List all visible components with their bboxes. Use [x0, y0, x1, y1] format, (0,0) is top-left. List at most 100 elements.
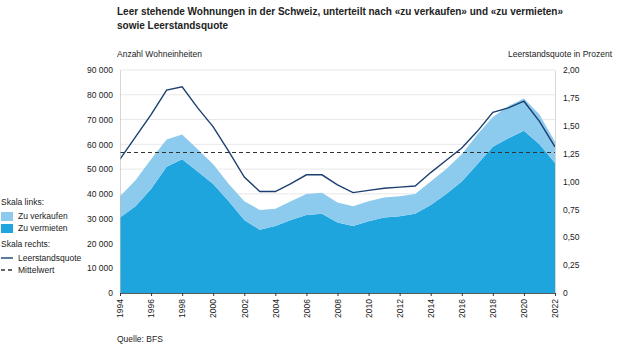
tick: 0 [555, 288, 568, 298]
axis-line [121, 294, 556, 297]
y-axis-title: Anzahl Wohneinheiten [117, 49, 202, 59]
legend-swatch [1, 257, 13, 258]
tick: 2010 [364, 293, 374, 318]
tick-mark [431, 293, 432, 296]
tick-label: 2022 [550, 299, 560, 318]
tick-label: 1994 [115, 299, 125, 318]
legend-swatch [1, 212, 13, 221]
tick: 60 000 [87, 140, 120, 150]
legend-swatch [1, 269, 13, 270]
tick-mark [213, 293, 214, 296]
tick: 1996 [146, 293, 156, 318]
tick: 1998 [177, 293, 187, 318]
y2-axis: 0 0,25 0,50 0,75 1,00 1,25 1,50 1,75 2,00 [555, 65, 580, 298]
tick: 2012 [395, 293, 405, 318]
tick: 80 000 [87, 90, 120, 100]
tick: 2016 [457, 293, 467, 318]
tick-mark [369, 293, 370, 296]
tick-label: 70 000 [87, 115, 113, 125]
tick-label: 0 [108, 288, 113, 298]
tick-label: 2000 [208, 299, 218, 318]
tick-label: 0 [563, 288, 568, 298]
tick-label: 1,00 [563, 177, 580, 187]
tick: 2020 [519, 293, 529, 318]
tick-label: 1996 [146, 299, 156, 318]
grid-line [120, 94, 555, 95]
legend-label: Zu verkaufen [18, 211, 68, 221]
tick-label: 2002 [240, 299, 250, 318]
grid-line [120, 119, 555, 120]
tick-label: 0,25 [563, 260, 580, 270]
tick-mark [338, 293, 339, 296]
tick-label: 2014 [426, 299, 436, 318]
tick: 2008 [333, 293, 343, 318]
line [120, 87, 555, 193]
tick-mark [555, 293, 556, 296]
tick: 2,00 [555, 65, 580, 75]
tick-mark [524, 293, 525, 296]
tick: 1,50 [555, 121, 580, 131]
legend-label: Leerstandsquote [18, 253, 82, 263]
tick-mark [493, 293, 494, 296]
tick-label: 60 000 [87, 140, 113, 150]
axis-line [555, 71, 556, 294]
tick: 10 000 [87, 263, 120, 273]
tick-label: 1,25 [563, 149, 580, 159]
tick: 2022 [550, 293, 560, 318]
reference-line [120, 152, 555, 153]
tick-label: 1,75 [563, 93, 580, 103]
tick: 0 [108, 288, 120, 298]
tick-label: 2004 [271, 299, 281, 318]
legend-label: Zu vermieten [18, 223, 68, 233]
tick: 2014 [426, 293, 436, 318]
axis-line [120, 71, 121, 294]
tick: 30 000 [87, 214, 120, 224]
tick-label: 90 000 [87, 65, 113, 75]
tick-mark [275, 293, 276, 296]
tick-mark [306, 293, 307, 296]
plot-area [120, 87, 555, 293]
tick: 50 000 [87, 164, 120, 174]
tick-label: 30 000 [87, 214, 113, 224]
tick: 2004 [271, 293, 281, 318]
tick-label: 1998 [177, 299, 187, 318]
tick-label: 2018 [488, 299, 498, 318]
tick-mark [182, 293, 183, 296]
tick-label: 1,50 [563, 121, 580, 131]
tick-label: 2016 [457, 299, 467, 318]
legend-label: Mittelwert [18, 265, 55, 275]
area [120, 98, 555, 229]
tick-mark [462, 293, 463, 296]
tick-label: 2020 [519, 299, 529, 318]
tick-mark [120, 293, 121, 296]
tick: 0,25 [555, 260, 580, 270]
tick-label: 2,00 [563, 65, 580, 75]
tick-label: 0,75 [563, 205, 580, 215]
legend: Skala links:Zu verkaufenZu vermietenSkal… [1, 197, 82, 275]
tick: 0,75 [555, 205, 580, 215]
tick: 1,00 [555, 177, 580, 187]
tick: 90 000 [87, 65, 120, 75]
grid-line [120, 70, 555, 71]
tick: 0,50 [555, 232, 580, 242]
tick-label: 2006 [302, 299, 312, 318]
source: Quelle: BFS [117, 334, 163, 344]
tick-mark [400, 293, 401, 296]
tick-label: 2008 [333, 299, 343, 318]
tick: 70 000 [87, 115, 120, 125]
tick: 2000 [208, 293, 218, 318]
tick-label: 80 000 [87, 90, 113, 100]
tick-label: 10 000 [87, 263, 113, 273]
legend-title: Skala links: [1, 197, 44, 207]
y-axis: 0 10 000 20 000 30 000 40 000 50 000 60 000 70 … [87, 65, 121, 298]
tick: 2018 [488, 293, 498, 318]
legend-swatch [1, 224, 13, 233]
tick-label: 50 000 [87, 164, 113, 174]
tick: 20 000 [87, 239, 120, 249]
tick-mark [151, 293, 152, 296]
tick-label: 40 000 [87, 189, 113, 199]
y2-axis-title: Leerstandsquote in Prozent [508, 49, 613, 59]
tick: 1994 [115, 293, 125, 318]
x-axis: 1994 1996 1998 2000 2002 2004 2006 2008 2010 2012… [115, 293, 560, 318]
tick: 1,75 [555, 93, 580, 103]
